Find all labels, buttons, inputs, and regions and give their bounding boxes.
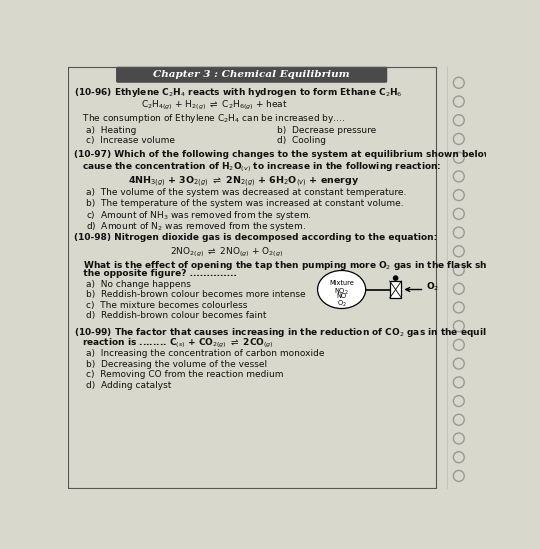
Text: (10-96) Ethylene C$_2$H$_4$ reacts with hydrogen to form Ethane C$_2$H$_6$: (10-96) Ethylene C$_2$H$_4$ reacts with … [74,86,402,99]
Text: d)  Reddish-brown colour becomes faint: d) Reddish-brown colour becomes faint [86,311,267,321]
Text: reaction is ........ C$_{(s)}$ + CO$_{2(g)}$ $\rightleftharpoons$ 2CO$_{(g)}$: reaction is ........ C$_{(s)}$ + CO$_{2(… [82,337,274,350]
Text: d)  Adding catalyst: d) Adding catalyst [86,381,172,390]
Text: cause the concentration of H$_2$O$_{(v)}$ to increase in the following reaction:: cause the concentration of H$_2$O$_{(v)}… [82,160,442,175]
FancyBboxPatch shape [116,67,387,83]
Text: NO$_2$: NO$_2$ [334,287,349,297]
Text: d)  Cooling: d) Cooling [277,137,326,145]
Circle shape [394,276,397,280]
Text: c)  The mixture becomes colourless: c) The mixture becomes colourless [86,301,248,310]
Text: (10-98) Nitrogen dioxide gas is decomposed according to the equation:: (10-98) Nitrogen dioxide gas is decompos… [74,233,437,242]
Text: O$_2$: O$_2$ [337,299,347,309]
Text: NO: NO [336,293,347,299]
Text: b)  Decreasing the volume of the vessel: b) Decreasing the volume of the vessel [86,360,267,369]
Text: (10-97) Which of the following changes to the system at equilibrium shown below : (10-97) Which of the following changes t… [74,150,525,159]
Text: the opposite figure? ..............: the opposite figure? .............. [74,269,237,278]
Text: Chapter 3 : Chemical Equilibrium: Chapter 3 : Chemical Equilibrium [153,70,350,79]
Text: a)  The volume of the system was decreased at constant temperature.: a) The volume of the system was decrease… [86,188,407,197]
Text: The consumption of Ethylene C$_2$H$_4$ can be increased by....: The consumption of Ethylene C$_2$H$_4$ c… [74,111,345,125]
Text: b)  The temperature of the system was increased at constant volume.: b) The temperature of the system was inc… [86,199,404,208]
Text: a)  No change happens: a) No change happens [86,280,191,289]
Text: a)  Heating: a) Heating [86,126,137,135]
Text: What is the effect of opening the tap then pumping more O$_2$ gas in the flask s: What is the effect of opening the tap th… [74,259,521,272]
Ellipse shape [318,271,366,309]
Text: 2NO$_{2(g)}$ $\rightleftharpoons$ 2NO$_{(g)}$ + O$_{2(g)}$: 2NO$_{2(g)}$ $\rightleftharpoons$ 2NO$_{… [170,246,283,259]
Text: d)  Amount of N$_2$ was removed from the system.: d) Amount of N$_2$ was removed from the … [86,220,306,233]
FancyBboxPatch shape [390,281,401,298]
Text: c)  Removing CO from the reaction medium: c) Removing CO from the reaction medium [86,370,284,379]
Text: c)  Increase volume: c) Increase volume [86,137,176,145]
Text: 4NH$_{3(g)}$ + 3O$_{2(g)}$ $\rightleftharpoons$ 2N$_{2(g)}$ + 6H$_2$O$_{(v)}$ + : 4NH$_{3(g)}$ + 3O$_{2(g)}$ $\rightleftha… [127,175,359,189]
Text: Mixture: Mixture [329,280,354,286]
Text: b)  Reddish-brown colour becomes more intense: b) Reddish-brown colour becomes more int… [86,290,306,299]
Text: b)  Decrease pressure: b) Decrease pressure [277,126,376,135]
Text: a)  Increasing the concentration of carbon monoxide: a) Increasing the concentration of carbo… [86,349,325,358]
Text: C$_2$H$_{4(g)}$ + H$_{2(g)}$ $\rightleftharpoons$ C$_2$H$_{6(g)}$ + heat: C$_2$H$_{4(g)}$ + H$_{2(g)}$ $\rightleft… [140,99,287,112]
Text: c)  Amount of NH$_3$ was removed from the system.: c) Amount of NH$_3$ was removed from the… [86,209,312,222]
Text: (10-99) The factor that causes increasing in the reduction of CO$_2$ gas in the : (10-99) The factor that causes increasin… [74,326,519,339]
Text: O$_2$: O$_2$ [426,281,440,293]
